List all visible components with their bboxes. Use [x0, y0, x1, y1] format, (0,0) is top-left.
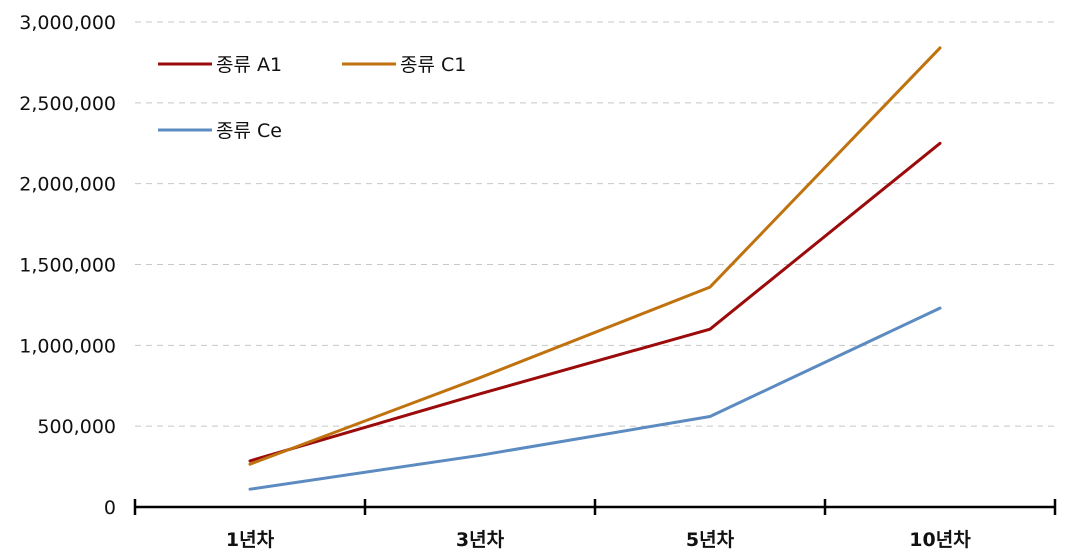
y-tick-label: 1,500,000	[19, 255, 116, 277]
x-tick-label: 10년차	[909, 529, 971, 551]
y-tick-label: 500,000	[37, 416, 116, 438]
y-tick-label: 2,000,000	[19, 174, 116, 196]
series-lines	[248, 46, 942, 491]
y-tick-label: 2,500,000	[19, 93, 116, 115]
gridlines	[135, 21, 1055, 427]
y-tick-label: 0	[104, 497, 116, 519]
x-axis	[133, 499, 1057, 515]
legend-label: 종류 A1	[216, 54, 282, 76]
series-line-2	[248, 46, 942, 466]
legend-label: 종류 Ce	[216, 120, 282, 142]
y-tick-label: 3,000,000	[19, 12, 116, 34]
x-tick-label: 1년차	[226, 529, 275, 551]
x-tick-label: 3년차	[456, 529, 505, 551]
series-line-1	[248, 141, 942, 463]
y-tick-label: 1,000,000	[19, 335, 116, 357]
y-axis-tick-labels: 0 500,000 1,000,000 1,500,000 2,000,000 2,500…	[19, 12, 116, 519]
x-tick-label: 5년차	[686, 529, 735, 551]
x-axis-tick-labels: 1년차 3년차 5년차 10년차	[226, 529, 971, 551]
legend: 종류 A1 종류 C1 종류 Ce	[158, 54, 466, 142]
series-line-3	[248, 306, 942, 491]
legend-label: 종류 C1	[400, 54, 466, 76]
